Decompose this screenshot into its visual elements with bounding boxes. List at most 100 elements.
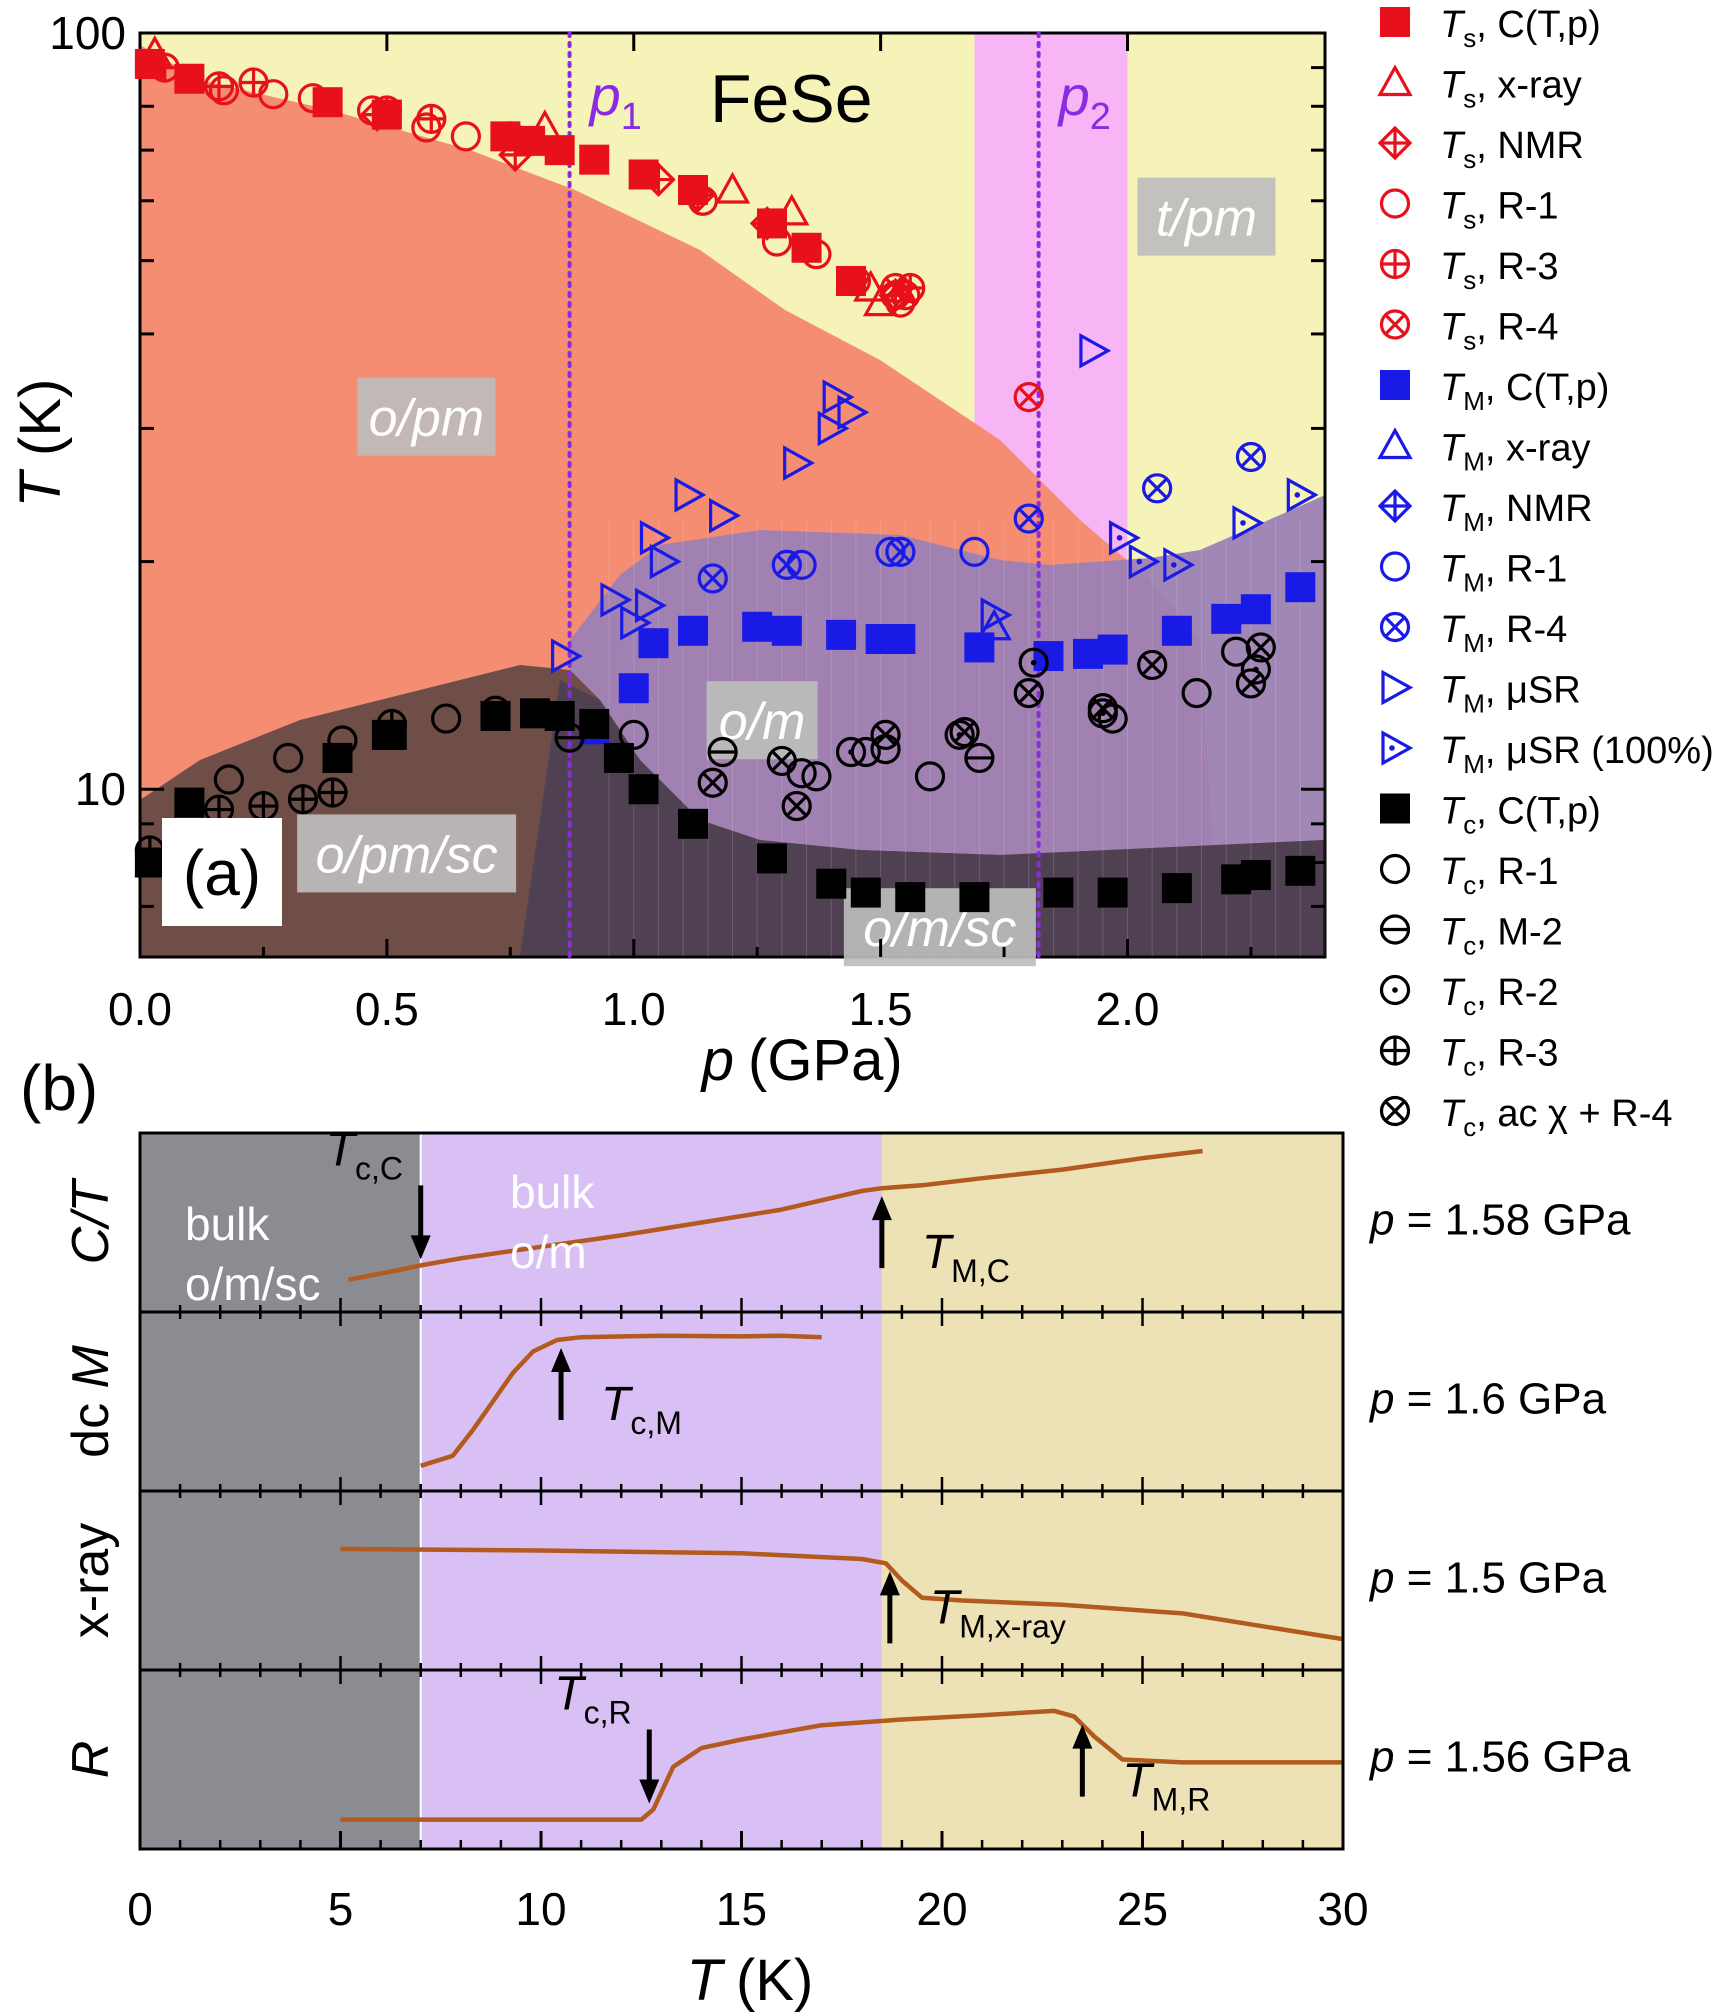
row-y-label-prefix: dc [62, 1388, 120, 1457]
marker-cross [1380, 128, 1410, 158]
data-point [1043, 877, 1074, 908]
marker-cross [894, 284, 916, 306]
arrow-head [879, 1571, 900, 1596]
marker-shape [1377, 64, 1413, 97]
arrow-head [410, 1235, 431, 1260]
legend-sub: M [1463, 749, 1485, 779]
marker-shape [1380, 7, 1410, 37]
data-point [1211, 603, 1242, 634]
marker-dot [1389, 745, 1395, 751]
legend-method: , μSR (100%) [1485, 730, 1714, 772]
legend-sub: c [1463, 810, 1476, 840]
legend-sub: c [1463, 931, 1476, 961]
marker-cross [643, 164, 674, 195]
marker-shape [697, 563, 728, 594]
legend-method: , R-4 [1476, 307, 1558, 349]
marker-shape [527, 109, 563, 142]
data-point [714, 171, 751, 204]
curve-line [340, 1546, 1344, 1642]
legend-marker [1379, 853, 1411, 885]
phase-label: o/pm/sc [316, 826, 498, 884]
legend-label: Tc, C(T,p) [1440, 791, 1601, 840]
marker-shape [639, 520, 672, 556]
legend-sub: c [1463, 870, 1476, 900]
data-point [781, 790, 812, 822]
data-point [1097, 877, 1128, 908]
legend-item: TM, R-4 [1379, 609, 1567, 658]
row-pressure-sym: p [1368, 1375, 1407, 1424]
data-point [634, 587, 667, 624]
row-pressure-sym: p [1368, 1733, 1407, 1782]
marker-shape [1163, 547, 1196, 583]
arrow-head [639, 1779, 660, 1804]
annotation-sub: M,R [1152, 1782, 1211, 1818]
marker-shape [1381, 669, 1414, 706]
marker-shape [1235, 441, 1267, 473]
marker-shape [771, 549, 802, 580]
marker-shape [618, 673, 649, 704]
data-point [544, 700, 575, 731]
marker-shape [208, 75, 240, 106]
legend-sym: T [1440, 972, 1466, 1014]
marker-shape [1097, 877, 1128, 908]
legend-label: Tc, R-3 [1440, 1033, 1559, 1082]
x-tick-label: 0.0 [108, 983, 172, 1035]
marker-shape [771, 615, 802, 646]
row-y-label: R [62, 1741, 120, 1779]
marker-shape [835, 736, 867, 768]
marker-shape [634, 587, 667, 624]
data-point [149, 52, 180, 83]
data-point [771, 549, 802, 580]
legend-item: TM, NMR [1377, 488, 1593, 537]
row-pressure-label: p = 1.6 GPa [1368, 1375, 1607, 1424]
phase-label: t/pm [1156, 190, 1257, 248]
marker-shape [885, 624, 916, 655]
data-point [674, 477, 707, 513]
row-y-label-var: M [62, 1344, 120, 1388]
data-point [709, 497, 741, 534]
marker-shape [327, 725, 358, 756]
phase-label-box [706, 681, 818, 760]
marker-shape [801, 239, 832, 270]
y-tick-label: 10 [75, 763, 126, 815]
marker-shape [895, 882, 926, 913]
legend-marker [1381, 669, 1414, 706]
marker-shape [1181, 678, 1212, 709]
marker-shape [959, 536, 990, 567]
legend-marker [1379, 914, 1411, 945]
region-label-bulk-sc: bulk o/m/sc [185, 1198, 320, 1310]
data-point [579, 708, 610, 739]
legend-method: , R-3 [1476, 246, 1558, 288]
legend-sub: M [1463, 689, 1485, 719]
pressure-marker-sub: 1 [621, 96, 642, 138]
data-point [376, 708, 407, 740]
legend-item: TM, R-1 [1379, 549, 1567, 598]
marker-shape [817, 410, 850, 447]
legend-sub: s [1463, 326, 1476, 356]
y-tick-label: 100 [49, 7, 126, 59]
pressure-markers: p1 p2 [567, 31, 1111, 959]
marker-shape [850, 877, 881, 908]
data-point [371, 95, 402, 126]
data-point [287, 784, 319, 815]
row-pressure-label: p = 1.5 GPa [1368, 1554, 1607, 1603]
data-point [1235, 441, 1267, 473]
legend-item: Ts, R-1 [1379, 186, 1559, 235]
marker-cross [889, 541, 911, 563]
data-point [1108, 520, 1141, 556]
legend-sub: s [1463, 265, 1476, 295]
marker-shape [1379, 551, 1411, 582]
legend-method: , C(T,p) [1476, 4, 1601, 46]
legend-item: Tc, R-1 [1379, 851, 1559, 900]
marker-cross [151, 54, 179, 82]
data-point [1285, 855, 1316, 886]
data-point [137, 35, 173, 67]
x-tick-label: 20 [916, 1883, 967, 1935]
data-point [273, 742, 304, 774]
data-point [238, 67, 269, 98]
data-point [885, 624, 916, 655]
marker-shape [709, 497, 741, 534]
marker-shape [678, 808, 708, 839]
marker-dot [1392, 987, 1398, 993]
legend-sym: T [1440, 791, 1466, 833]
